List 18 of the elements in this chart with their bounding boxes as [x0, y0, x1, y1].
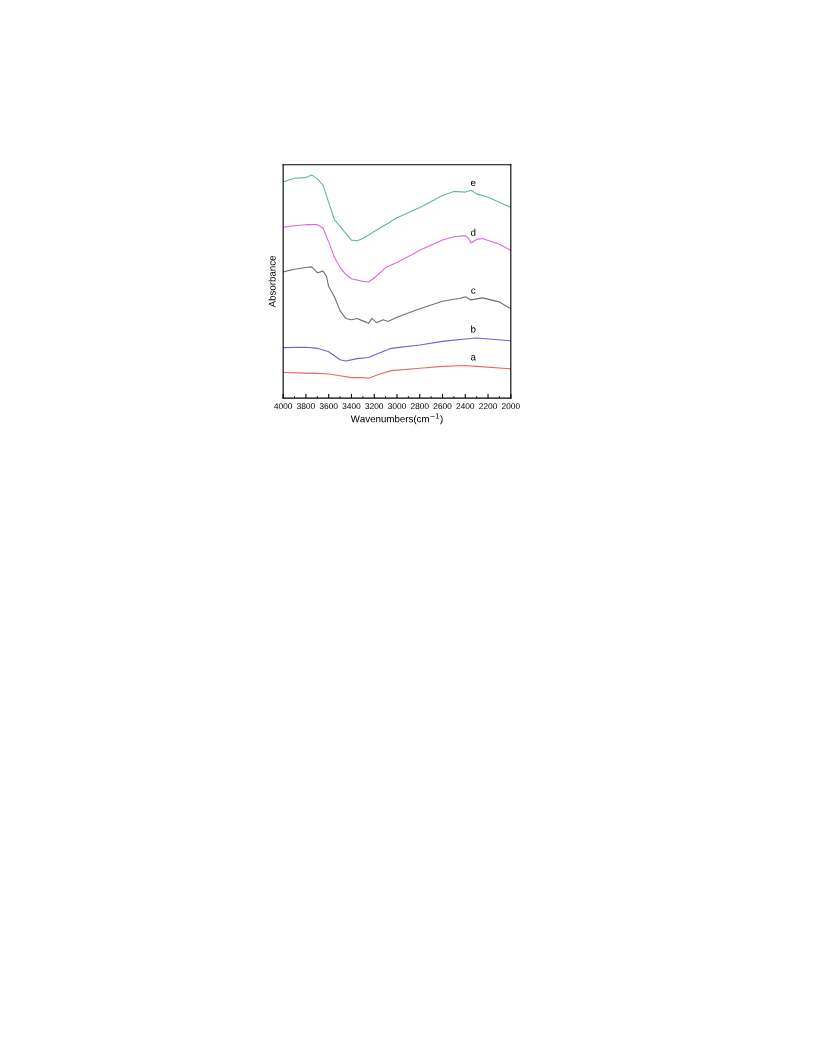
- x-tick-label: 2600: [433, 403, 452, 410]
- x-tick-label: 2400: [456, 403, 475, 410]
- x-tick-label: 3800: [296, 403, 315, 410]
- x-tick-label: 3000: [388, 403, 406, 410]
- x-tick-label: 2200: [479, 403, 497, 410]
- series-label: c: [471, 288, 476, 294]
- series-label: d: [470, 228, 476, 236]
- series-label: b: [471, 325, 476, 333]
- x-tick-label: 3400: [342, 403, 361, 410]
- x-axis-title: Wavenumbers(cm$^{−1}$): [350, 413, 443, 425]
- y-axis-title: Absorbance: [268, 255, 276, 308]
- x-tick-label: 4000: [274, 403, 293, 410]
- x-tick-label: 3200: [365, 403, 384, 410]
- x-tick-label: 2000: [501, 403, 520, 410]
- series-label: a: [470, 355, 476, 361]
- series-label: e: [470, 180, 476, 187]
- x-tick-label: 3600: [319, 403, 338, 410]
- x-tick-label: 2800: [410, 403, 429, 410]
